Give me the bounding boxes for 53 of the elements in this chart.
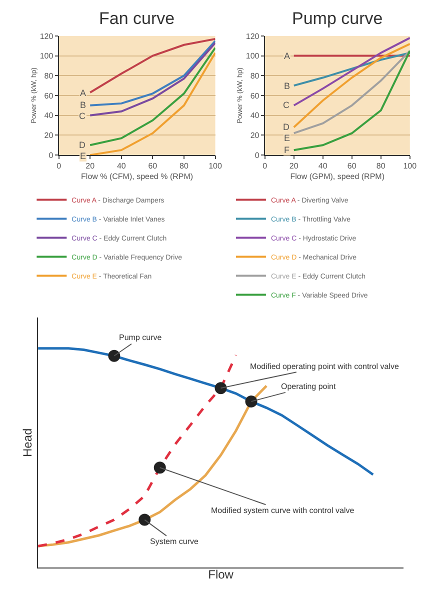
annotation: Modified operating point with control valve [250, 362, 400, 371]
y-tick-label: 80 [44, 71, 54, 80]
x-axis-title: Flow (GPM), speed (RPM) [290, 172, 385, 181]
line-series [292, 36, 410, 106]
x-axis-title: Flow [208, 567, 234, 582]
x-tick-label: 40 [116, 162, 126, 171]
annotation: System curve [150, 537, 200, 546]
x-tick-label: 0 [262, 162, 268, 171]
x-tick-label: 80 [376, 162, 386, 171]
text: Pump curve [119, 333, 162, 342]
line-series [89, 42, 216, 116]
annotation: D [79, 140, 86, 150]
y-tick-label: 0 [48, 150, 54, 160]
x-tick-label: 0 [56, 162, 62, 171]
x-tick-label: 20 [86, 162, 96, 171]
annotation: A [80, 88, 86, 98]
x-tick-label: 80 [180, 162, 189, 171]
annotation: D [283, 122, 290, 132]
annotation: B [80, 100, 86, 110]
annotation: F [284, 145, 290, 155]
x-tick-label: 60 [347, 162, 357, 171]
y-tick-label: 20 [250, 131, 260, 140]
annotation: Operating point [281, 382, 336, 391]
y-axis-title: Head [20, 428, 34, 457]
y-tick-label: 120 [40, 32, 54, 41]
x-tick-label: 20 [289, 162, 299, 171]
annotation: B [284, 81, 290, 91]
annotation: E [80, 151, 86, 161]
x-tick-label: 100 [208, 162, 222, 171]
y-tick-label: 60 [44, 91, 54, 100]
y-tick-label: 100 [246, 52, 260, 61]
x-tick-label: 40 [318, 162, 328, 171]
x-tick-label: 100 [403, 162, 418, 171]
annotation: C [283, 100, 290, 110]
annotation: E [284, 133, 290, 143]
annotation: C [79, 111, 86, 121]
y-tick-label: 0 [254, 150, 260, 160]
chart-title: Pump curve [292, 9, 383, 28]
y-tick-label: 120 [246, 32, 260, 41]
y-tick-label: 40 [250, 111, 260, 120]
line-series [89, 40, 216, 106]
y-tick-label: 100 [40, 52, 54, 61]
y-tick-label: 20 [44, 131, 54, 140]
y-tick-label: 60 [250, 91, 260, 100]
line-series [292, 50, 410, 152]
annotation: A [284, 51, 290, 61]
y-tick-label: 80 [250, 71, 260, 80]
x-tick-label: 60 [148, 162, 158, 171]
annotation: Modified system curve with control valve [211, 506, 355, 515]
line-series [89, 38, 216, 94]
x-axis-title: Flow % (CFM), speed % (RPM) [81, 172, 194, 181]
chart-title: Fan curve [99, 9, 175, 28]
y-tick-label: 40 [44, 111, 54, 120]
